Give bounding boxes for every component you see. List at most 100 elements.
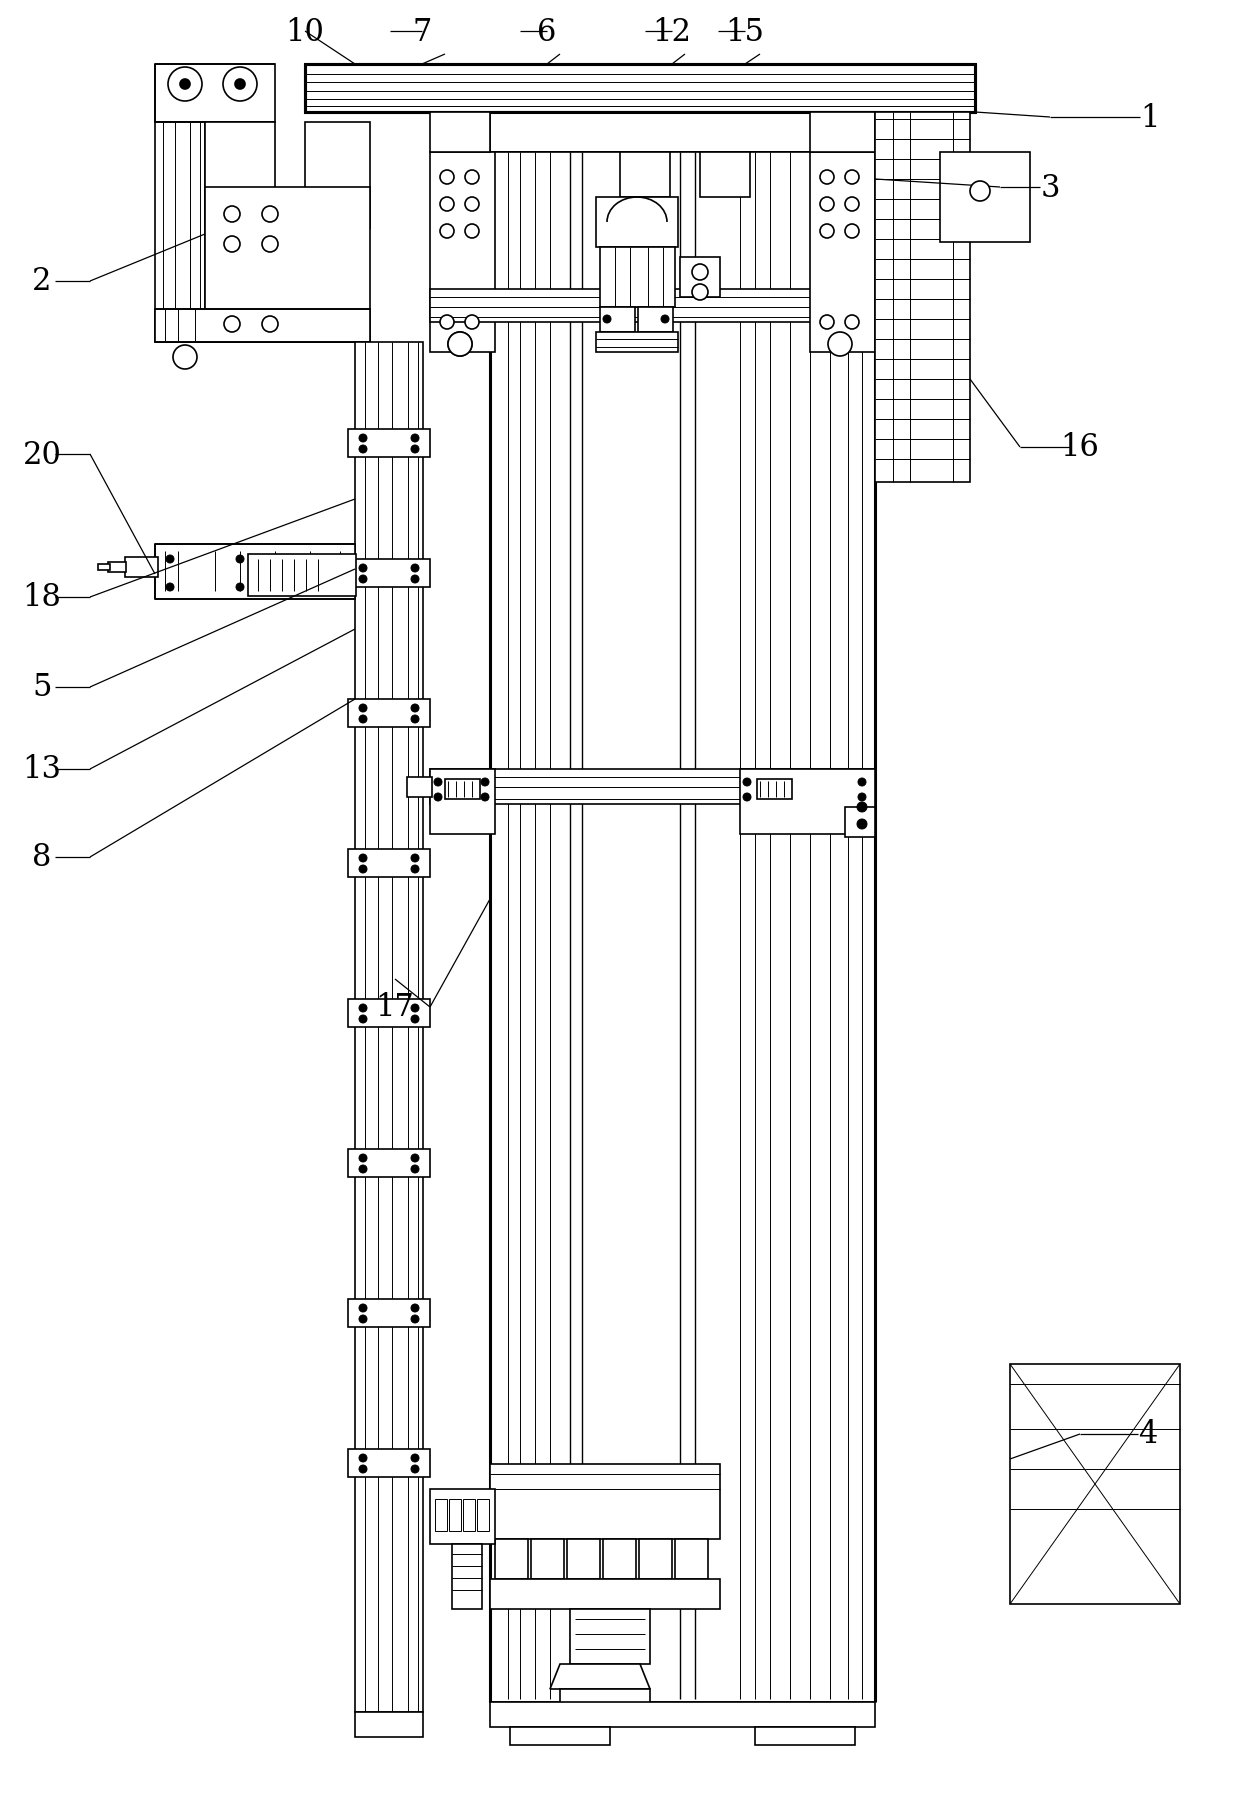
Circle shape — [692, 265, 708, 281]
Bar — [675, 1538, 708, 1580]
Circle shape — [857, 820, 867, 829]
Circle shape — [360, 1165, 367, 1174]
Bar — [205, 189, 370, 343]
Polygon shape — [430, 112, 490, 152]
Bar — [430, 769, 875, 805]
Bar — [756, 780, 792, 800]
Bar — [810, 152, 875, 352]
Bar — [844, 807, 875, 838]
Circle shape — [410, 1005, 419, 1012]
Circle shape — [844, 171, 859, 185]
Bar — [348, 849, 430, 878]
Bar — [639, 308, 673, 332]
Polygon shape — [205, 123, 275, 230]
Circle shape — [410, 865, 419, 874]
Circle shape — [360, 1005, 367, 1012]
Circle shape — [434, 793, 441, 802]
Bar — [453, 1544, 482, 1609]
Bar — [348, 700, 430, 727]
Text: 13: 13 — [22, 755, 62, 785]
Bar — [155, 123, 205, 343]
Bar — [603, 1538, 636, 1580]
Text: 4: 4 — [1138, 1419, 1158, 1449]
Polygon shape — [551, 1663, 650, 1689]
Circle shape — [465, 198, 479, 212]
Circle shape — [174, 346, 197, 370]
Circle shape — [410, 1466, 419, 1473]
Circle shape — [360, 446, 367, 454]
Circle shape — [224, 238, 241, 252]
Text: 1: 1 — [1141, 102, 1159, 134]
Bar — [348, 1000, 430, 1027]
Bar — [596, 198, 678, 249]
Circle shape — [448, 332, 472, 357]
Circle shape — [262, 317, 278, 332]
Circle shape — [262, 238, 278, 252]
Circle shape — [166, 555, 174, 564]
Circle shape — [828, 332, 852, 357]
Bar — [570, 1609, 650, 1663]
Bar — [348, 430, 430, 457]
Circle shape — [661, 316, 670, 325]
Bar — [355, 343, 423, 1712]
Bar — [155, 544, 355, 600]
Bar — [125, 557, 157, 577]
Circle shape — [360, 1016, 367, 1023]
Text: 8: 8 — [32, 842, 52, 873]
Bar — [108, 562, 126, 573]
Text: 17: 17 — [376, 992, 414, 1023]
Circle shape — [167, 67, 202, 102]
Text: 7: 7 — [413, 16, 432, 47]
Circle shape — [360, 1466, 367, 1473]
Circle shape — [440, 225, 454, 239]
Circle shape — [180, 80, 190, 91]
Bar — [155, 310, 370, 343]
Circle shape — [360, 564, 367, 573]
Circle shape — [481, 778, 489, 787]
Circle shape — [410, 435, 419, 443]
Circle shape — [360, 575, 367, 584]
Bar — [596, 332, 678, 352]
Bar — [430, 769, 495, 834]
Circle shape — [440, 171, 454, 185]
Bar — [430, 1489, 495, 1544]
Bar — [940, 152, 1030, 243]
Circle shape — [224, 207, 241, 223]
Bar — [490, 112, 875, 152]
Circle shape — [410, 1165, 419, 1174]
Circle shape — [360, 715, 367, 724]
Circle shape — [410, 564, 419, 573]
Circle shape — [360, 1455, 367, 1462]
Text: 10: 10 — [285, 16, 325, 47]
Bar — [348, 561, 430, 588]
Bar — [639, 1538, 672, 1580]
Bar — [348, 1299, 430, 1328]
Text: 12: 12 — [652, 16, 692, 47]
Bar — [248, 555, 356, 597]
Circle shape — [410, 446, 419, 454]
Circle shape — [223, 67, 257, 102]
Text: 18: 18 — [22, 582, 62, 613]
Bar — [463, 1498, 475, 1531]
Circle shape — [236, 555, 244, 564]
Text: 20: 20 — [22, 439, 62, 470]
Circle shape — [360, 704, 367, 713]
Bar — [98, 564, 110, 571]
Bar — [155, 65, 275, 123]
Bar — [755, 1727, 856, 1745]
Circle shape — [236, 584, 244, 591]
Text: 5: 5 — [32, 673, 52, 704]
Bar — [490, 1702, 875, 1727]
Circle shape — [236, 80, 246, 91]
Circle shape — [410, 1154, 419, 1163]
Circle shape — [481, 793, 489, 802]
Circle shape — [465, 171, 479, 185]
Circle shape — [448, 332, 472, 357]
Circle shape — [465, 225, 479, 239]
Bar — [407, 778, 432, 798]
Bar — [620, 152, 670, 198]
Circle shape — [410, 575, 419, 584]
Bar — [449, 1498, 461, 1531]
Bar — [680, 258, 720, 297]
Text: 15: 15 — [725, 16, 765, 47]
